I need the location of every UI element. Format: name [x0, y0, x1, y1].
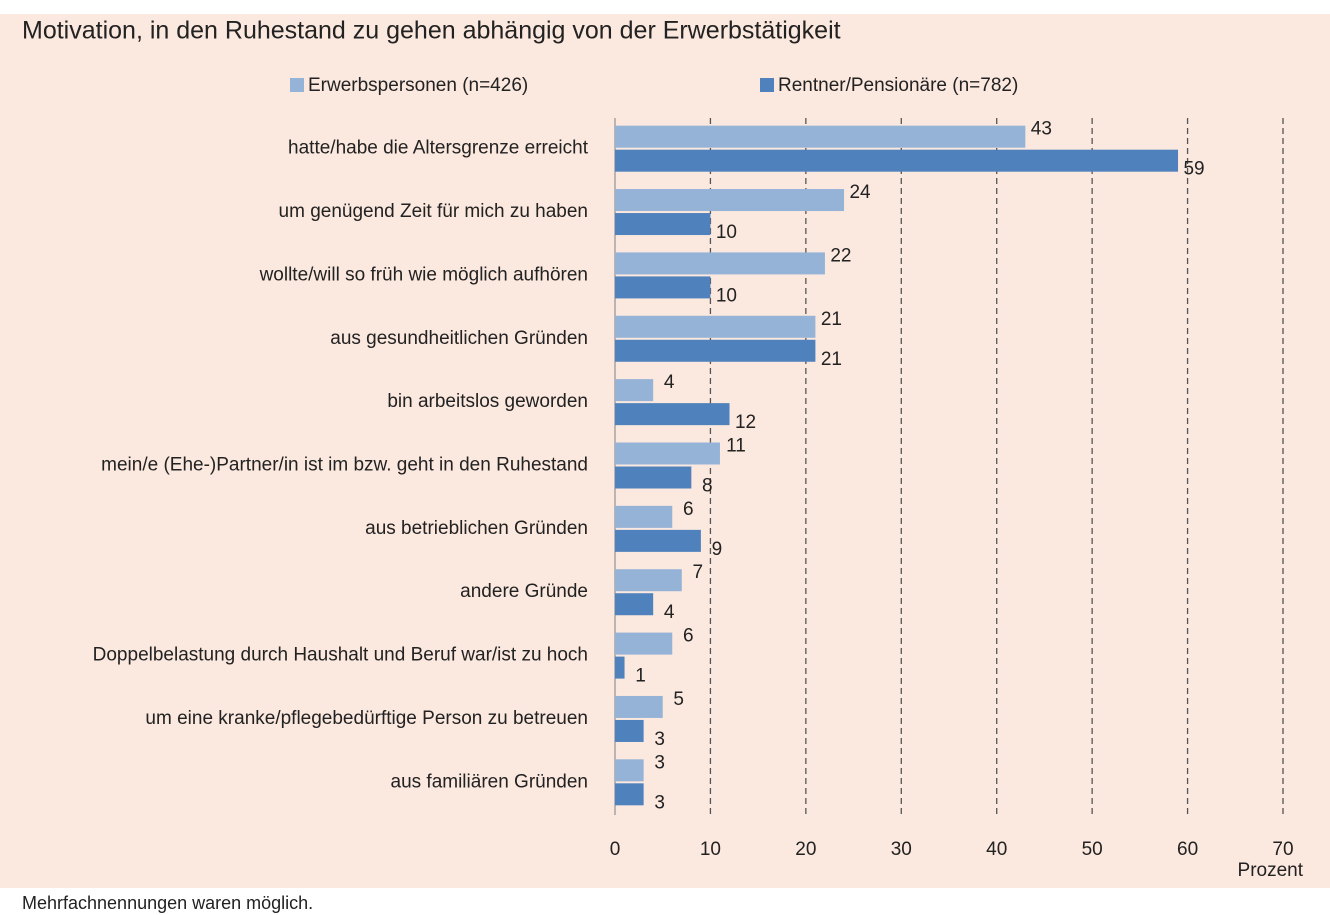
- bar: [615, 442, 720, 465]
- bar: [615, 529, 701, 552]
- y-tick-label: aus familiären Gründen: [391, 771, 589, 792]
- y-tick-label: Doppelbelastung durch Haushalt und Beruf…: [93, 645, 588, 666]
- x-tick-label: 70: [1272, 839, 1293, 860]
- data-label: 21: [821, 309, 842, 330]
- data-label: 10: [716, 285, 737, 306]
- x-tick-label: 30: [891, 839, 912, 860]
- legend-label: Erwerbspersonen (n=426): [308, 75, 528, 96]
- chart-title: Motivation, in den Ruhestand zu gehen ab…: [22, 17, 841, 45]
- bar: [615, 213, 711, 236]
- x-tick-label: 60: [1177, 839, 1198, 860]
- data-label: 4: [664, 602, 675, 623]
- bar: [615, 189, 845, 212]
- legend-swatch: [760, 78, 774, 92]
- legend-swatch: [290, 78, 304, 92]
- bar: [615, 339, 816, 362]
- data-label: 59: [1183, 159, 1204, 180]
- bar: [615, 315, 816, 338]
- bar: [615, 505, 673, 528]
- note: Mehrfachnennungen waren möglich.: [22, 893, 313, 913]
- bar: [615, 466, 692, 489]
- bar: [615, 759, 644, 782]
- y-tick-label: hatte/habe die Altersgrenze erreicht: [288, 138, 589, 159]
- y-tick-label: andere Gründe: [460, 581, 588, 602]
- bar: [615, 695, 663, 718]
- x-tick-label: 20: [795, 839, 816, 860]
- bar: [615, 252, 825, 275]
- data-label: 9: [712, 539, 723, 560]
- data-label: 8: [702, 476, 713, 497]
- bar: [615, 125, 1026, 148]
- data-label: 43: [1031, 119, 1052, 140]
- bar: [615, 719, 644, 742]
- x-tick-label: 10: [700, 839, 721, 860]
- data-label: 6: [683, 626, 694, 647]
- y-tick-label: um genügend Zeit für mich zu haben: [279, 201, 588, 222]
- bar: [615, 656, 625, 679]
- data-label: 21: [821, 349, 842, 370]
- bar: [615, 783, 644, 806]
- data-label: 24: [849, 182, 871, 203]
- y-tick-label: aus gesundheitlichen Gründen: [330, 328, 588, 349]
- legend-label: Rentner/Pensionäre (n=782): [778, 75, 1018, 96]
- bar: [615, 149, 1179, 172]
- bar: [615, 276, 711, 299]
- bar: [615, 379, 654, 402]
- data-label: 10: [716, 222, 737, 243]
- y-tick-label: wollte/will so früh wie möglich aufhören: [259, 264, 588, 285]
- bar: [615, 403, 730, 426]
- bar: [615, 569, 682, 592]
- bar: [615, 593, 654, 616]
- y-tick-label: mein/e (Ehe-)Partner/in ist im bzw. geht…: [101, 455, 588, 476]
- data-label: 22: [830, 245, 851, 266]
- x-tick-label: 50: [1082, 839, 1103, 860]
- data-label: 11: [726, 436, 746, 457]
- data-label: 12: [735, 412, 756, 433]
- data-label: 6: [683, 499, 694, 520]
- x-axis-label: Prozent: [1238, 860, 1304, 881]
- data-label: 3: [654, 752, 665, 773]
- y-tick-label: um eine kranke/pflegebedürftige Person z…: [145, 708, 588, 729]
- data-label: 5: [673, 689, 684, 710]
- data-label: 7: [693, 562, 704, 583]
- data-label: 1: [635, 666, 646, 687]
- data-label: 3: [654, 729, 665, 750]
- bar: [615, 632, 673, 655]
- x-tick-label: 40: [986, 839, 1007, 860]
- x-tick-label: 0: [610, 839, 621, 860]
- data-label: 4: [664, 372, 675, 393]
- data-label: 3: [654, 792, 665, 813]
- y-tick-label: bin arbeitslos geworden: [387, 391, 588, 412]
- y-tick-label: aus betrieblichen Gründen: [365, 518, 588, 539]
